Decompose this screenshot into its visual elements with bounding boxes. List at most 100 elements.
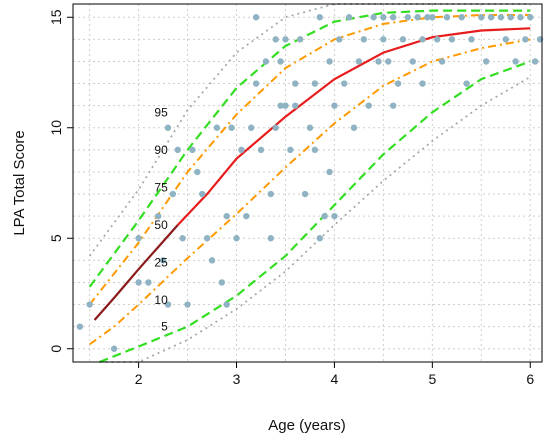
data-point (336, 36, 343, 43)
data-point (512, 58, 519, 65)
data-point (438, 58, 446, 65)
data-point (375, 58, 382, 65)
data-point (145, 279, 152, 286)
data-point (321, 212, 328, 220)
x-tick-label: 4 (331, 371, 339, 387)
data-point (522, 36, 529, 43)
data-point (316, 14, 323, 21)
data-point (76, 323, 84, 330)
percentile-curves (88, 3, 531, 364)
data-point (458, 14, 465, 21)
data-point (238, 146, 245, 154)
data-point (385, 58, 392, 65)
data-point (257, 146, 265, 154)
data-point (110, 345, 118, 352)
data-point (350, 124, 358, 131)
data-point (326, 168, 333, 176)
data-point (262, 58, 270, 65)
data-point (267, 190, 274, 198)
data-point (517, 14, 524, 21)
data-point (135, 235, 142, 242)
data-point (223, 212, 230, 220)
plot-frame (72, 3, 543, 363)
data-point (277, 58, 284, 65)
percentile-label-50: 50 (154, 218, 168, 232)
data-point (341, 80, 348, 87)
data-point (292, 102, 299, 109)
data-point (419, 36, 426, 43)
percentile-10-curve (99, 60, 531, 364)
y-axis: 0 5 10 15 (48, 9, 73, 353)
data-point (277, 102, 284, 109)
y-axis-title: LPA Total Score (11, 130, 28, 235)
data-point (331, 102, 338, 109)
percentile-labels: 95 90 75 50 25 10 5 (154, 105, 168, 333)
data-point (159, 257, 167, 264)
data-point (478, 14, 485, 21)
data-point (287, 146, 294, 154)
data-point (497, 14, 505, 21)
data-point (311, 146, 319, 154)
data-point (179, 235, 186, 242)
data-point (419, 80, 426, 87)
data-points (76, 14, 544, 352)
data-point (389, 14, 397, 21)
data-point (331, 212, 338, 220)
percentile-label-95: 95 (154, 105, 168, 119)
y-tick-label: 5 (48, 234, 64, 242)
data-point (223, 301, 230, 308)
data-point (272, 36, 279, 43)
data-point (248, 124, 255, 131)
data-point (487, 14, 495, 21)
data-point (306, 124, 314, 131)
x-tick-label: 5 (428, 371, 436, 387)
data-point (463, 80, 470, 87)
data-point (252, 80, 260, 87)
data-point (292, 80, 299, 87)
data-point (380, 14, 387, 21)
data-point (282, 102, 289, 109)
y-tick-label: 0 (48, 345, 64, 353)
data-point (316, 235, 323, 242)
data-point (213, 124, 221, 131)
data-point (360, 36, 367, 43)
x-tick-label: 2 (135, 371, 143, 387)
data-point (468, 36, 475, 43)
data-point (380, 36, 387, 43)
data-point (311, 80, 319, 87)
data-point (399, 36, 407, 43)
x-tick-label: 6 (526, 371, 534, 387)
data-point (174, 146, 181, 154)
data-point (135, 279, 142, 286)
data-point (164, 301, 172, 308)
data-point (414, 14, 421, 21)
percentile-label-75: 75 (154, 180, 168, 194)
data-point (434, 36, 441, 43)
data-point (184, 301, 191, 308)
data-point (282, 36, 289, 43)
y-tick-label: 10 (48, 120, 64, 136)
data-point (424, 14, 431, 21)
data-point (502, 36, 509, 43)
data-point (296, 36, 304, 43)
data-point (233, 235, 240, 242)
percentile-95-curve (88, 3, 531, 257)
data-point (272, 124, 279, 131)
data-point (409, 58, 416, 65)
data-point (448, 36, 456, 43)
data-point (326, 58, 333, 65)
data-point (208, 257, 216, 264)
data-point (507, 14, 514, 21)
percentile-label-5: 5 (161, 320, 168, 334)
data-point (194, 168, 201, 176)
percentile-label-25: 25 (154, 256, 168, 270)
data-point (404, 14, 412, 21)
data-point (154, 212, 162, 220)
y-tick-label: 15 (48, 9, 64, 25)
data-point (218, 279, 226, 286)
x-tick-label: 3 (233, 371, 241, 387)
percentile-label-90: 90 (154, 143, 168, 157)
data-point (482, 58, 490, 65)
data-point (365, 102, 372, 109)
